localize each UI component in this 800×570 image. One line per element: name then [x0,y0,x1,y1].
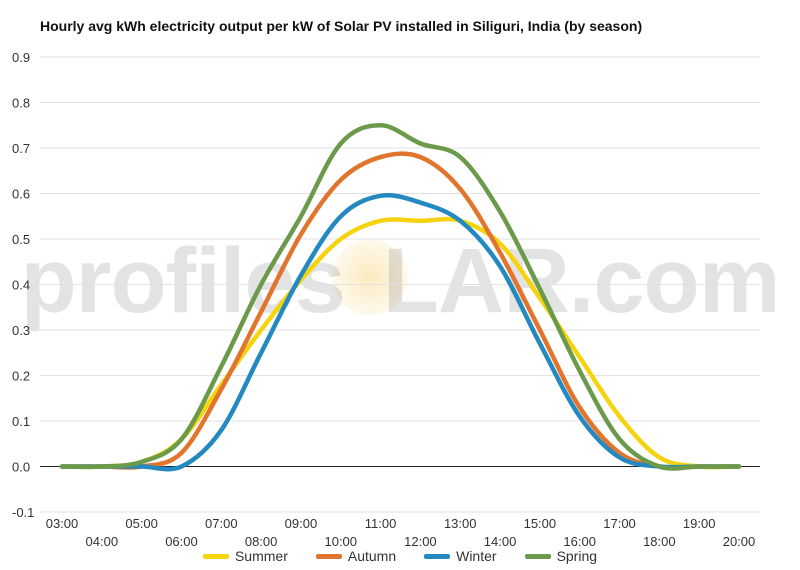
x-tick-label: 03:00 [46,516,79,531]
y-tick-label: 0.8 [12,96,30,111]
y-tick-label: 0.3 [12,323,30,338]
legend-label-spring: Spring [556,548,598,564]
series-line-winter [59,193,742,472]
chart-legend: Summer Autumn Winter Spring [0,548,800,564]
series-line-spring [59,123,742,471]
y-tick-label: 0.9 [12,50,30,65]
x-tick-label: 15:00 [524,516,557,531]
watermark-text-3: LAR.com [383,230,780,332]
x-tick-label: 08:00 [245,534,278,549]
legend-label-autumn: Autumn [347,548,397,564]
x-tick-label: 18:00 [643,534,676,549]
x-tick-label: 07:00 [205,516,238,531]
x-tick-label: 19:00 [683,516,716,531]
y-tick-label: 0.2 [12,369,30,384]
y-tick-label: 0.1 [12,414,30,429]
watermark-sun-icon [332,239,408,315]
watermark-text-1: profile [20,230,294,332]
x-tick-label: 11:00 [365,516,397,531]
x-tick-label: 17:00 [603,516,636,531]
legend-label-summer: Summer [234,548,288,564]
x-tick-label: 16:00 [563,534,596,549]
x-tick-label: 10:00 [324,534,357,549]
x-tick-label: 05:00 [125,516,158,531]
x-tick-label: 14:00 [484,534,517,549]
series-line-autumn [59,151,742,470]
legend-swatch-summer [202,553,229,559]
legend-swatch-spring [524,553,551,559]
series-line-summer [59,216,742,470]
legend-swatch-winter [424,553,451,559]
y-tick-label: 0.0 [12,460,30,475]
x-tick-label: 20:00 [723,534,756,549]
y-tick-label: 0.5 [12,232,30,247]
legend-swatch-autumn [315,553,342,559]
y-tick-label: 0.4 [12,278,30,293]
legend-item-spring: Spring [524,548,598,564]
legend-item-winter: Winter [424,548,497,564]
chart-title: Hourly avg kWh electricity output per kW… [40,18,643,34]
legend-item-autumn: Autumn [315,548,397,564]
y-tick-label: 0.6 [12,187,30,202]
x-tick-label: 12:00 [404,534,437,549]
x-tick-label: 04:00 [86,534,119,549]
x-tick-label: 06:00 [165,534,198,549]
legend-item-summer: Summer [202,548,288,564]
x-tick-label: 09:00 [285,516,318,531]
y-tick-label: -0.1 [12,505,34,520]
legend-label-winter: Winter [456,548,497,564]
x-tick-label: 13:00 [444,516,477,531]
y-tick-label: 0.7 [12,141,30,156]
